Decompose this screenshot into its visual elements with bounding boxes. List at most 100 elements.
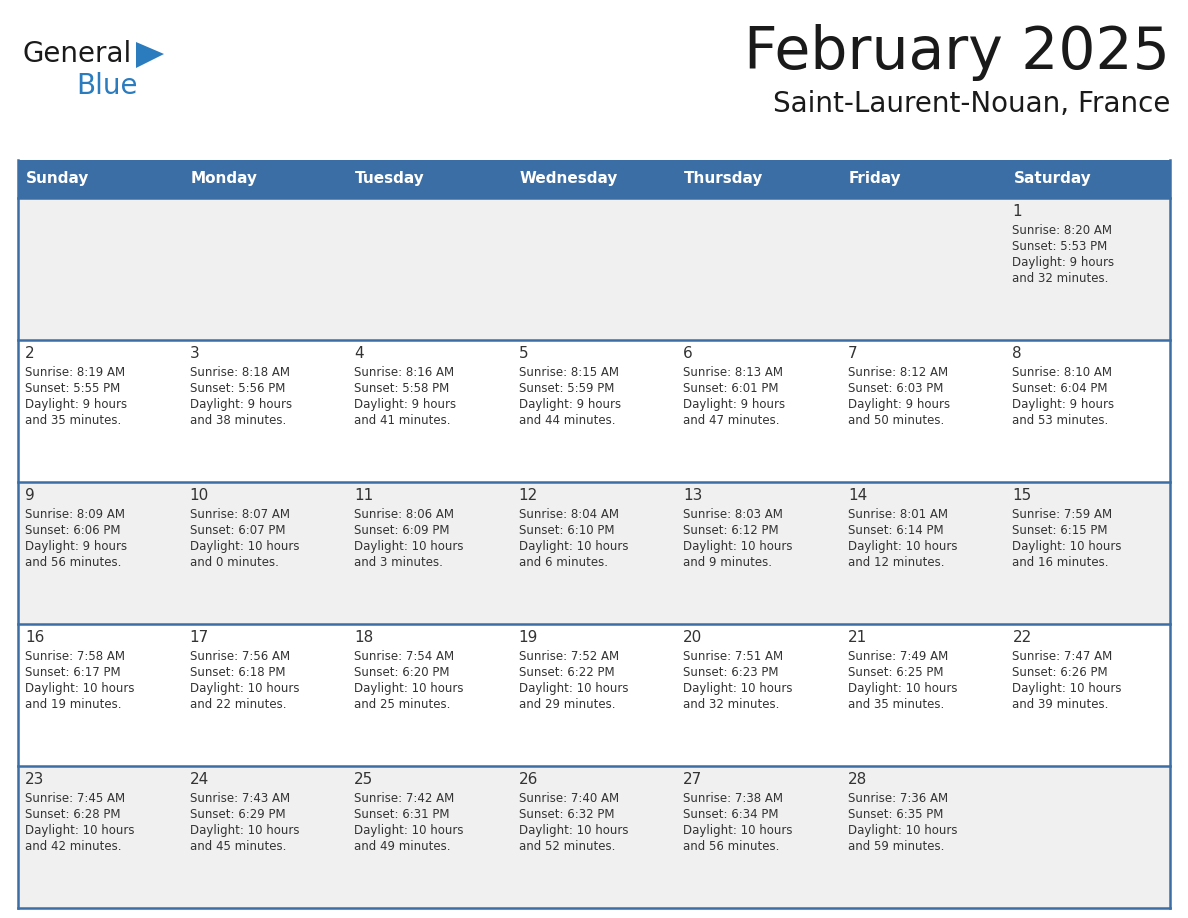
Text: Daylight: 9 hours: Daylight: 9 hours [1012, 398, 1114, 411]
Text: and 9 minutes.: and 9 minutes. [683, 556, 772, 569]
Text: Daylight: 9 hours: Daylight: 9 hours [25, 398, 127, 411]
Bar [18, 340, 1170, 482]
Text: Sunset: 6:23 PM: Sunset: 6:23 PM [683, 666, 779, 679]
Text: Sunset: 5:58 PM: Sunset: 5:58 PM [354, 382, 449, 395]
Text: 3: 3 [190, 346, 200, 361]
Text: Sunrise: 7:42 AM: Sunrise: 7:42 AM [354, 792, 454, 805]
Text: and 44 minutes.: and 44 minutes. [519, 414, 615, 427]
Text: and 50 minutes.: and 50 minutes. [848, 414, 944, 427]
Text: Sunrise: 7:52 AM: Sunrise: 7:52 AM [519, 650, 619, 663]
Text: Daylight: 10 hours: Daylight: 10 hours [25, 824, 134, 837]
Text: and 3 minutes.: and 3 minutes. [354, 556, 443, 569]
Text: Blue: Blue [76, 72, 138, 100]
Text: Wednesday: Wednesday [519, 172, 618, 186]
Bar [18, 198, 1170, 340]
Text: Sunset: 6:01 PM: Sunset: 6:01 PM [683, 382, 779, 395]
Text: Daylight: 10 hours: Daylight: 10 hours [519, 824, 628, 837]
Text: 13: 13 [683, 488, 702, 503]
Text: Sunset: 5:55 PM: Sunset: 5:55 PM [25, 382, 120, 395]
Text: Sunset: 6:20 PM: Sunset: 6:20 PM [354, 666, 449, 679]
Text: Sunrise: 8:10 AM: Sunrise: 8:10 AM [1012, 366, 1112, 379]
Text: Sunrise: 8:09 AM: Sunrise: 8:09 AM [25, 508, 125, 521]
Text: and 16 minutes.: and 16 minutes. [1012, 556, 1108, 569]
Text: 5: 5 [519, 346, 529, 361]
Text: 16: 16 [25, 630, 44, 645]
Text: Sunrise: 7:56 AM: Sunrise: 7:56 AM [190, 650, 290, 663]
Text: Sunrise: 8:01 AM: Sunrise: 8:01 AM [848, 508, 948, 521]
Text: and 56 minutes.: and 56 minutes. [683, 840, 779, 853]
Text: General: General [23, 40, 131, 68]
Text: Sunset: 6:17 PM: Sunset: 6:17 PM [25, 666, 121, 679]
Text: Daylight: 10 hours: Daylight: 10 hours [848, 824, 958, 837]
Text: Daylight: 9 hours: Daylight: 9 hours [1012, 256, 1114, 269]
Text: Sunday: Sunday [26, 172, 89, 186]
Text: Friday: Friday [849, 172, 902, 186]
Text: 24: 24 [190, 772, 209, 787]
Text: 8: 8 [1012, 346, 1022, 361]
Text: Sunset: 6:28 PM: Sunset: 6:28 PM [25, 808, 120, 821]
Text: Sunrise: 8:19 AM: Sunrise: 8:19 AM [25, 366, 125, 379]
Text: 27: 27 [683, 772, 702, 787]
Text: Thursday: Thursday [684, 172, 764, 186]
Text: 22: 22 [1012, 630, 1031, 645]
Text: and 39 minutes.: and 39 minutes. [1012, 698, 1108, 711]
Text: Sunrise: 8:07 AM: Sunrise: 8:07 AM [190, 508, 290, 521]
Text: Sunset: 6:04 PM: Sunset: 6:04 PM [1012, 382, 1108, 395]
Text: 7: 7 [848, 346, 858, 361]
Text: 9: 9 [25, 488, 34, 503]
Text: Daylight: 10 hours: Daylight: 10 hours [1012, 682, 1121, 695]
Text: and 12 minutes.: and 12 minutes. [848, 556, 944, 569]
Text: 19: 19 [519, 630, 538, 645]
Text: 12: 12 [519, 488, 538, 503]
Text: Sunrise: 8:06 AM: Sunrise: 8:06 AM [354, 508, 454, 521]
Text: Sunset: 6:06 PM: Sunset: 6:06 PM [25, 524, 120, 537]
Text: 26: 26 [519, 772, 538, 787]
Text: 14: 14 [848, 488, 867, 503]
Text: 2: 2 [25, 346, 34, 361]
Text: Sunrise: 8:15 AM: Sunrise: 8:15 AM [519, 366, 619, 379]
Text: and 35 minutes.: and 35 minutes. [25, 414, 121, 427]
Text: Sunset: 6:22 PM: Sunset: 6:22 PM [519, 666, 614, 679]
Text: Sunrise: 7:36 AM: Sunrise: 7:36 AM [848, 792, 948, 805]
Text: and 59 minutes.: and 59 minutes. [848, 840, 944, 853]
Text: Sunset: 6:07 PM: Sunset: 6:07 PM [190, 524, 285, 537]
Text: 10: 10 [190, 488, 209, 503]
Text: and 25 minutes.: and 25 minutes. [354, 698, 450, 711]
Text: 21: 21 [848, 630, 867, 645]
Text: and 19 minutes.: and 19 minutes. [25, 698, 121, 711]
Text: Sunrise: 8:03 AM: Sunrise: 8:03 AM [683, 508, 783, 521]
Text: Sunrise: 8:20 AM: Sunrise: 8:20 AM [1012, 224, 1112, 237]
Text: and 52 minutes.: and 52 minutes. [519, 840, 615, 853]
Text: 11: 11 [354, 488, 373, 503]
Text: and 38 minutes.: and 38 minutes. [190, 414, 286, 427]
Text: Daylight: 10 hours: Daylight: 10 hours [683, 682, 792, 695]
Text: Sunset: 6:09 PM: Sunset: 6:09 PM [354, 524, 449, 537]
Text: 6: 6 [683, 346, 693, 361]
Text: Daylight: 10 hours: Daylight: 10 hours [848, 540, 958, 553]
Text: Sunrise: 7:58 AM: Sunrise: 7:58 AM [25, 650, 125, 663]
Text: Sunrise: 7:45 AM: Sunrise: 7:45 AM [25, 792, 125, 805]
Text: and 32 minutes.: and 32 minutes. [1012, 272, 1108, 285]
Text: Sunrise: 8:13 AM: Sunrise: 8:13 AM [683, 366, 783, 379]
Text: 17: 17 [190, 630, 209, 645]
Text: and 47 minutes.: and 47 minutes. [683, 414, 779, 427]
Text: Sunrise: 7:47 AM: Sunrise: 7:47 AM [1012, 650, 1113, 663]
Text: Daylight: 10 hours: Daylight: 10 hours [190, 682, 299, 695]
Text: and 42 minutes.: and 42 minutes. [25, 840, 121, 853]
Text: Sunset: 6:15 PM: Sunset: 6:15 PM [1012, 524, 1108, 537]
Text: Sunset: 6:35 PM: Sunset: 6:35 PM [848, 808, 943, 821]
Text: and 32 minutes.: and 32 minutes. [683, 698, 779, 711]
Text: Saturday: Saturday [1013, 172, 1092, 186]
Text: Daylight: 10 hours: Daylight: 10 hours [25, 682, 134, 695]
Text: Daylight: 10 hours: Daylight: 10 hours [1012, 540, 1121, 553]
Text: Sunset: 6:31 PM: Sunset: 6:31 PM [354, 808, 449, 821]
Text: Sunrise: 7:43 AM: Sunrise: 7:43 AM [190, 792, 290, 805]
Text: Sunrise: 7:54 AM: Sunrise: 7:54 AM [354, 650, 454, 663]
Text: Sunset: 6:32 PM: Sunset: 6:32 PM [519, 808, 614, 821]
Text: and 6 minutes.: and 6 minutes. [519, 556, 608, 569]
Text: 18: 18 [354, 630, 373, 645]
Text: Daylight: 9 hours: Daylight: 9 hours [848, 398, 950, 411]
Text: and 45 minutes.: and 45 minutes. [190, 840, 286, 853]
Text: 25: 25 [354, 772, 373, 787]
Text: Daylight: 10 hours: Daylight: 10 hours [354, 824, 463, 837]
